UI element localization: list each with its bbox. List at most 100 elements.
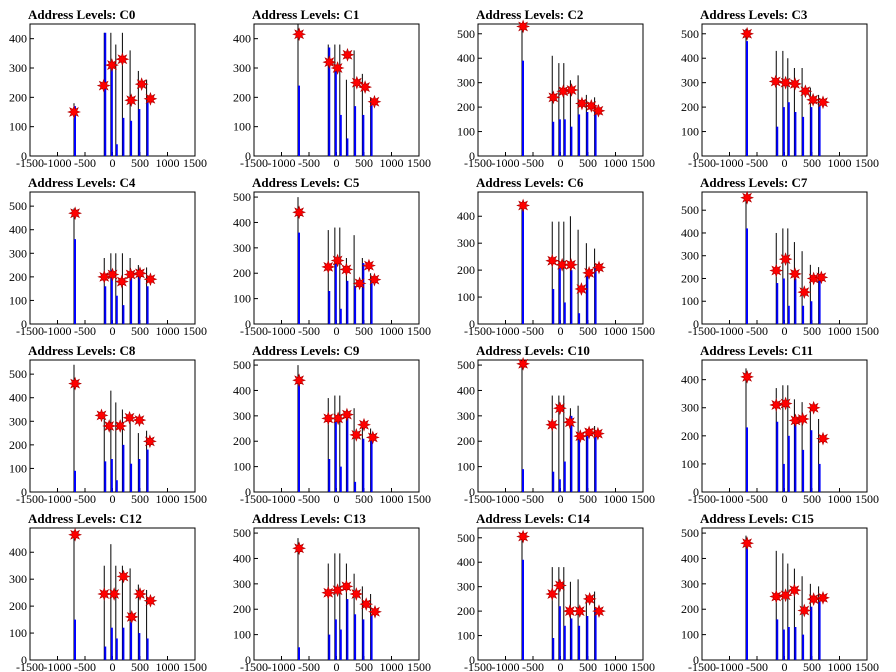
x-tick-label: 1500	[407, 492, 431, 506]
y-tick-label: 0	[21, 149, 27, 163]
x-tick-label: -500	[746, 660, 768, 672]
peak-marker	[143, 91, 158, 106]
peak-marker	[814, 270, 829, 285]
x-tick-label: 1500	[407, 660, 431, 672]
x-tick-label: 1000	[828, 492, 852, 506]
peak-marker	[591, 103, 606, 118]
peak-marker	[516, 356, 530, 371]
x-tick-label: -1500	[16, 492, 44, 506]
panel-title: Address Levels: C9	[252, 343, 360, 358]
peak-marker	[798, 84, 813, 99]
x-tick-label: 1500	[855, 492, 879, 506]
peak-marker	[778, 588, 793, 603]
x-tick-label: 1000	[604, 156, 628, 170]
x-tick-label: 500	[131, 156, 149, 170]
peak-marker	[562, 415, 577, 430]
y-tick-label: 0	[469, 149, 475, 163]
x-tick-label: -1500	[688, 324, 716, 338]
peak-marker	[292, 205, 306, 220]
panel-c5: Address Levels: C50100200300400500-1500-…	[233, 175, 431, 338]
panel-c0: Address Levels: C0 0 100 200 300 400 -1500 -100…	[9, 7, 207, 170]
y-tick-label: 200	[457, 434, 475, 448]
y-tick-label: 200	[681, 602, 699, 616]
panel-title: Address Levels: C11	[700, 343, 813, 358]
y-tick-label: 0	[245, 149, 251, 163]
x-tick-label: 0	[334, 324, 340, 338]
peak-marker	[96, 78, 111, 93]
peak-marker	[114, 274, 129, 289]
y-tick-label: 500	[681, 203, 699, 217]
peak-marker	[322, 55, 337, 70]
x-tick-label: -1000	[492, 492, 520, 506]
y-tick-label: 100	[9, 461, 27, 475]
x-tick-label: 500	[803, 492, 821, 506]
peak-marker	[67, 105, 81, 119]
y-tick-label: 200	[681, 271, 699, 285]
panel-c2: Address Levels: C20100200300400500-1500-…	[457, 7, 655, 170]
y-tick-label: 100	[681, 457, 699, 471]
y-tick-label: 400	[681, 551, 699, 565]
peak-marker	[330, 583, 345, 598]
x-tick-label: 1000	[828, 156, 852, 170]
y-tick-label: 200	[681, 100, 699, 114]
peak-marker	[349, 75, 364, 90]
x-tick-label: -1000	[44, 660, 72, 672]
x-tick-label: -1500	[16, 660, 44, 672]
peak-marker	[132, 413, 147, 428]
peak-marker	[367, 272, 382, 287]
y-tick-label: 500	[9, 367, 27, 381]
x-tick-label: 1000	[156, 492, 180, 506]
y-tick-label: 0	[693, 485, 699, 499]
x-tick-label: -1500	[464, 492, 492, 506]
x-tick-label: 0	[334, 492, 340, 506]
y-tick-label: 100	[457, 290, 475, 304]
y-tick-label: 100	[9, 120, 27, 134]
peak-marker	[133, 266, 147, 281]
x-tick-label: 0	[110, 492, 116, 506]
y-tick-label: 500	[457, 358, 475, 372]
panel-title: Address Levels: C10	[476, 343, 590, 358]
y-tick-label: 0	[21, 317, 27, 331]
peak-marker	[113, 419, 128, 433]
peak-marker	[553, 401, 567, 416]
x-tick-label: -1500	[240, 324, 268, 338]
y-tick-label: 500	[233, 190, 251, 204]
peak-marker	[362, 258, 376, 273]
x-tick-label: -1500	[688, 492, 716, 506]
y-tick-label: 300	[681, 577, 699, 591]
peak-marker	[516, 19, 530, 34]
x-tick-label: -1000	[268, 492, 296, 506]
x-tick-label: -1500	[464, 156, 492, 170]
y-tick-label: 400	[233, 383, 251, 397]
y-tick-label: 300	[681, 401, 699, 415]
peak-marker	[105, 267, 120, 282]
peak-marker	[357, 417, 371, 432]
peak-marker	[788, 76, 802, 91]
x-tick-label: -1500	[16, 156, 44, 170]
y-tick-label: 300	[233, 241, 251, 255]
x-tick-label: -1500	[240, 156, 268, 170]
x-tick-label: 1000	[156, 324, 180, 338]
peak-marker	[292, 27, 306, 42]
y-tick-label: 300	[457, 580, 475, 594]
peak-marker	[546, 90, 561, 105]
peak-marker	[143, 272, 158, 287]
y-tick-label: 200	[681, 429, 699, 443]
x-tick-label: -500	[746, 324, 768, 338]
x-tick-label: 500	[131, 492, 149, 506]
y-tick-label: 200	[233, 602, 251, 616]
x-tick-label: 500	[803, 156, 821, 170]
peak-marker	[768, 74, 783, 89]
peak-marker	[584, 98, 599, 113]
x-tick-label: 1000	[828, 324, 852, 338]
x-tick-label: -1500	[240, 492, 268, 506]
peak-marker	[358, 80, 372, 94]
y-tick-label: 400	[457, 51, 475, 65]
x-tick-label: -1000	[44, 156, 72, 170]
x-tick-label: 500	[579, 492, 597, 506]
peak-marker	[116, 569, 131, 584]
peak-marker	[778, 252, 793, 267]
panel-c14: Address Levels: C14 0 100 200 300 400 500 -1500…	[457, 511, 655, 672]
x-tick-label: 0	[558, 156, 564, 170]
peak-marker	[592, 260, 606, 275]
